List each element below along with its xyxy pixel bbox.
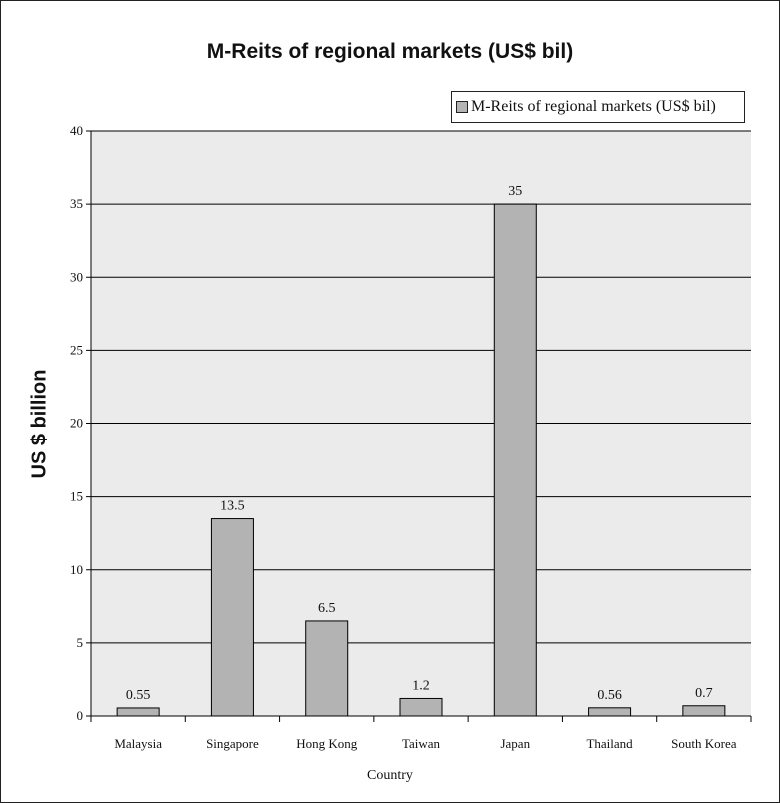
y-tick-label: 15	[70, 489, 83, 504]
y-tick-label: 25	[70, 342, 83, 357]
y-tick-label: 10	[70, 562, 83, 577]
x-tick-label: Thailand	[586, 736, 633, 751]
x-tick-label: Singapore	[206, 736, 259, 751]
bar-thailand	[588, 707, 632, 717]
bar-hong-kong	[305, 620, 349, 717]
legend-label: M-Reits of regional markets (US$ bil)	[471, 98, 716, 115]
x-tick-label: South Korea	[671, 736, 737, 751]
data-label: 6.5	[318, 601, 336, 616]
x-tick-label: Taiwan	[402, 736, 441, 751]
legend: M-Reits of regional markets (US$ bil)	[451, 91, 745, 123]
bar-taiwan	[399, 697, 443, 717]
y-tick-label: 40	[70, 123, 83, 138]
x-tick-label: Japan	[500, 736, 530, 751]
data-label: 0.56	[597, 688, 622, 703]
bar-singapore	[210, 518, 254, 717]
x-tick-label: Hong Kong	[296, 736, 358, 751]
y-tick-label: 5	[77, 635, 84, 650]
y-tick-label: 0	[77, 708, 84, 723]
x-axis-label: Country	[367, 768, 413, 783]
data-label: 13.5	[220, 499, 245, 514]
bar-south-korea	[682, 705, 726, 717]
legend-swatch	[456, 101, 468, 113]
x-tick-label: Malaysia	[114, 736, 162, 751]
data-label: 0.55	[126, 688, 151, 703]
bar-malaysia	[116, 707, 160, 717]
y-tick-label: 30	[70, 269, 83, 284]
y-tick-label: 20	[70, 416, 83, 431]
data-label: 1.2	[412, 678, 430, 693]
data-label: 0.7	[695, 686, 713, 701]
chart-title: M-Reits of regional markets (US$ bil)	[206, 40, 574, 63]
data-label: 35	[508, 184, 522, 199]
bar-japan	[493, 203, 537, 717]
y-tick-label: 35	[70, 196, 83, 211]
